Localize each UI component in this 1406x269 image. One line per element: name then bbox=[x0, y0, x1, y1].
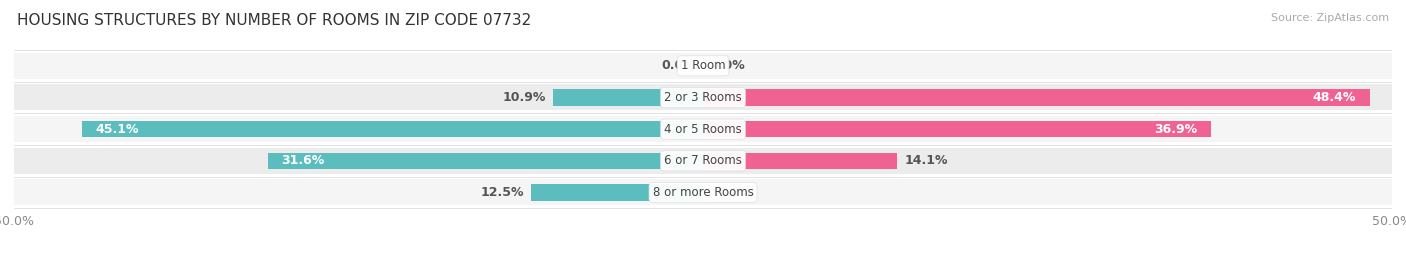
Bar bbox=[14, 84, 1392, 111]
Bar bbox=[14, 53, 1392, 79]
Text: 0.0%: 0.0% bbox=[710, 59, 745, 72]
Text: 0.6%: 0.6% bbox=[718, 186, 752, 199]
Bar bbox=[703, 153, 897, 169]
Text: 0.0%: 0.0% bbox=[661, 59, 696, 72]
Bar bbox=[531, 184, 703, 201]
Text: 48.4%: 48.4% bbox=[1313, 91, 1357, 104]
Bar bbox=[267, 153, 703, 169]
Text: HOUSING STRUCTURES BY NUMBER OF ROOMS IN ZIP CODE 07732: HOUSING STRUCTURES BY NUMBER OF ROOMS IN… bbox=[17, 13, 531, 29]
Text: 12.5%: 12.5% bbox=[481, 186, 524, 199]
Bar bbox=[703, 89, 1369, 106]
Bar bbox=[82, 121, 703, 137]
Bar bbox=[553, 89, 703, 106]
Text: 14.1%: 14.1% bbox=[904, 154, 948, 167]
Text: 6 or 7 Rooms: 6 or 7 Rooms bbox=[664, 154, 742, 167]
Bar bbox=[14, 116, 1392, 142]
Bar bbox=[703, 184, 711, 201]
Legend: Owner-occupied, Renter-occupied: Owner-occupied, Renter-occupied bbox=[565, 264, 841, 269]
Text: 4 or 5 Rooms: 4 or 5 Rooms bbox=[664, 123, 742, 136]
Text: 31.6%: 31.6% bbox=[281, 154, 325, 167]
Bar bbox=[14, 148, 1392, 174]
Bar bbox=[14, 179, 1392, 206]
Bar bbox=[703, 121, 1212, 137]
Text: 2 or 3 Rooms: 2 or 3 Rooms bbox=[664, 91, 742, 104]
Text: 45.1%: 45.1% bbox=[96, 123, 139, 136]
Text: 8 or more Rooms: 8 or more Rooms bbox=[652, 186, 754, 199]
Text: Source: ZipAtlas.com: Source: ZipAtlas.com bbox=[1271, 13, 1389, 23]
Text: 1 Room: 1 Room bbox=[681, 59, 725, 72]
Text: 36.9%: 36.9% bbox=[1154, 123, 1198, 136]
Text: 10.9%: 10.9% bbox=[502, 91, 546, 104]
